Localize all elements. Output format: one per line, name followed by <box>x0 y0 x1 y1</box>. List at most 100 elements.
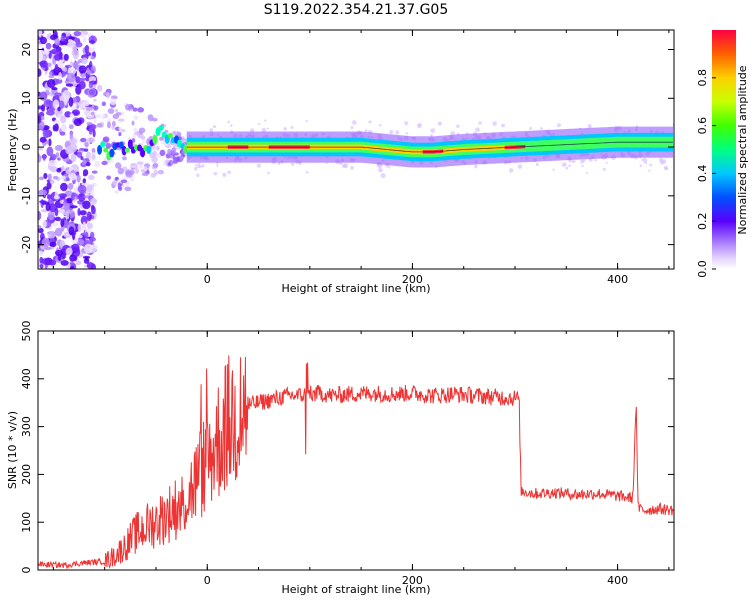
spectrogram-scatter-blob <box>88 174 95 180</box>
spectrogram-halo-dot <box>430 128 436 134</box>
spectrogram-noise-blob <box>63 97 68 106</box>
spectrogram-halo-dot <box>661 159 667 164</box>
spectrogram-scatter-blob <box>149 152 155 158</box>
spectrogram-noise-blob <box>65 247 73 256</box>
spectrogram-noise-blob <box>90 204 95 211</box>
spectrogram-halo-dot <box>529 126 533 130</box>
spectrogram-halo-dot <box>594 158 597 162</box>
spectrogram-noise-blob <box>78 234 83 239</box>
spectrogram-noise-blob <box>64 111 72 118</box>
spectrogram-heatmap <box>38 30 674 269</box>
spectrogram-ridge-blob <box>158 124 164 131</box>
snr-xtick-label: 200 <box>402 574 423 587</box>
spectrogram-noise-blob <box>40 104 46 112</box>
spectrogram-noise-blob <box>49 179 55 185</box>
spectrogram-noise-blob <box>46 62 52 67</box>
spectrogram-scatter-blob <box>97 84 103 92</box>
spectrogram-noise-blob <box>48 71 53 76</box>
spectrogram-noise-blob <box>86 262 95 269</box>
spectrogram-halo-dot <box>474 164 478 169</box>
spectrogram-noise-blob <box>70 153 77 163</box>
spectrogram-halo-dot <box>430 133 433 137</box>
spectrogram-halo-dot <box>475 127 480 133</box>
snr-xtick-label: 0 <box>204 574 211 587</box>
spectrogram-panel: 0 200 400 -20 -10 0 10 20 Height of straight li… <box>6 29 675 295</box>
snr-ytick-label: 200 <box>20 464 33 485</box>
spectrogram-noise-blob <box>78 192 86 202</box>
spectrogram-halo-dot <box>517 164 523 169</box>
spectrogram-noise-blob <box>68 226 75 236</box>
spectrogram-noise-blob <box>63 66 67 72</box>
spectrogram-noise-blob <box>86 211 92 222</box>
spectrogram-scatter-blob <box>120 179 128 184</box>
spectrogram-noise-blob <box>62 89 71 100</box>
spectrogram-halo-dot <box>305 119 308 123</box>
spectrogram-halo-dot <box>581 164 584 168</box>
spectrogram-noise-blob <box>83 148 89 152</box>
spectrogram-scatter-blob <box>110 95 118 100</box>
spectrogram-noise-blob <box>45 110 55 116</box>
spectrogram-halo-dot <box>649 163 653 167</box>
spectrogram-scatter-blob <box>101 113 106 120</box>
spectrogram-noise-blob <box>71 243 80 252</box>
spectrogram-xtick-label: 400 <box>607 273 628 286</box>
spectrogram-scatter-blob <box>93 105 99 111</box>
spectrogram-ylabel: Frequency (Hz) <box>6 109 19 192</box>
spectrogram-noise-blob <box>38 115 42 124</box>
spectrogram-noise-blob <box>70 265 75 269</box>
spectrogram-noise-blob <box>68 97 74 107</box>
spectrogram-noise-blob <box>84 44 90 54</box>
spectrogram-scatter-blob <box>91 182 98 187</box>
spectrogram-scatter-blob <box>171 130 178 136</box>
spectrogram-scatter-blob <box>94 160 101 168</box>
spectrogram-noise-blob <box>79 210 87 216</box>
spectrogram-noise-blob <box>44 246 52 251</box>
spectrogram-noise-blob <box>50 241 57 248</box>
spectrogram-halo-dot <box>290 125 294 129</box>
spectrogram-noise-blob <box>82 173 88 177</box>
spectrogram-noise-blob <box>39 250 44 257</box>
spectrogram-ridge-blob <box>109 148 115 158</box>
colorbar-tick-label: 0.8 <box>696 69 709 87</box>
spectrogram-noise-blob <box>57 254 62 262</box>
spectrogram-noise-blob <box>46 194 52 200</box>
spectrogram-scatter-blob <box>151 145 157 152</box>
spectrogram-noise-blob <box>84 231 89 239</box>
spectrogram-noise-blob <box>38 225 42 229</box>
spectrogram-halo-dot <box>478 121 482 125</box>
spectrogram-halo-dot <box>201 164 205 168</box>
spectrogram-noise-blob <box>38 30 43 38</box>
spectrogram-scatter-blob <box>172 159 179 164</box>
spectrogram-halo-dot <box>587 124 592 129</box>
spectrogram-noise-blob <box>78 80 86 90</box>
spectrogram-noise-blob <box>54 227 63 237</box>
spectrogram-scatter-blob <box>142 166 148 172</box>
spectrogram-ytick-label: 0 <box>20 144 33 151</box>
spectrogram-noise-blob <box>86 137 96 143</box>
spectrogram-scatter-blob <box>167 148 172 155</box>
spectrogram-scatter-blob <box>102 136 110 143</box>
spectrogram-noise-blob <box>45 203 51 212</box>
spectrogram-scatter-blob <box>106 121 111 129</box>
spectrogram-halo-dot <box>663 165 668 170</box>
spectrogram-scatter-blob <box>158 170 163 175</box>
spectrogram-ridge-blob <box>146 145 152 155</box>
spectrogram-scatter-blob <box>93 117 97 124</box>
spectrogram-halo-dot <box>196 173 200 177</box>
spectrogram-noise-blob <box>80 156 84 161</box>
spectrogram-noise-blob <box>60 182 68 192</box>
spectrogram-noise-blob <box>84 243 93 254</box>
spectrogram-noise-blob <box>88 40 96 44</box>
spectrogram-noise-blob <box>77 207 81 216</box>
spectrogram-ridge-blob <box>97 144 103 155</box>
spectrogram-noise-blob <box>84 256 89 261</box>
spectrogram-halo-dot <box>213 171 218 176</box>
spectrogram-noise-blob <box>58 100 65 109</box>
snr-ytick-label: 300 <box>20 416 33 437</box>
spectrogram-halo-dot <box>508 168 514 173</box>
spectrogram-scatter-blob <box>91 170 98 174</box>
spectrogram-scatter-blob <box>140 135 146 140</box>
spectrogram-ridge-blob <box>124 147 130 153</box>
spectrogram-halo-dot <box>557 123 561 128</box>
spectrogram-noise-blob <box>76 174 81 183</box>
